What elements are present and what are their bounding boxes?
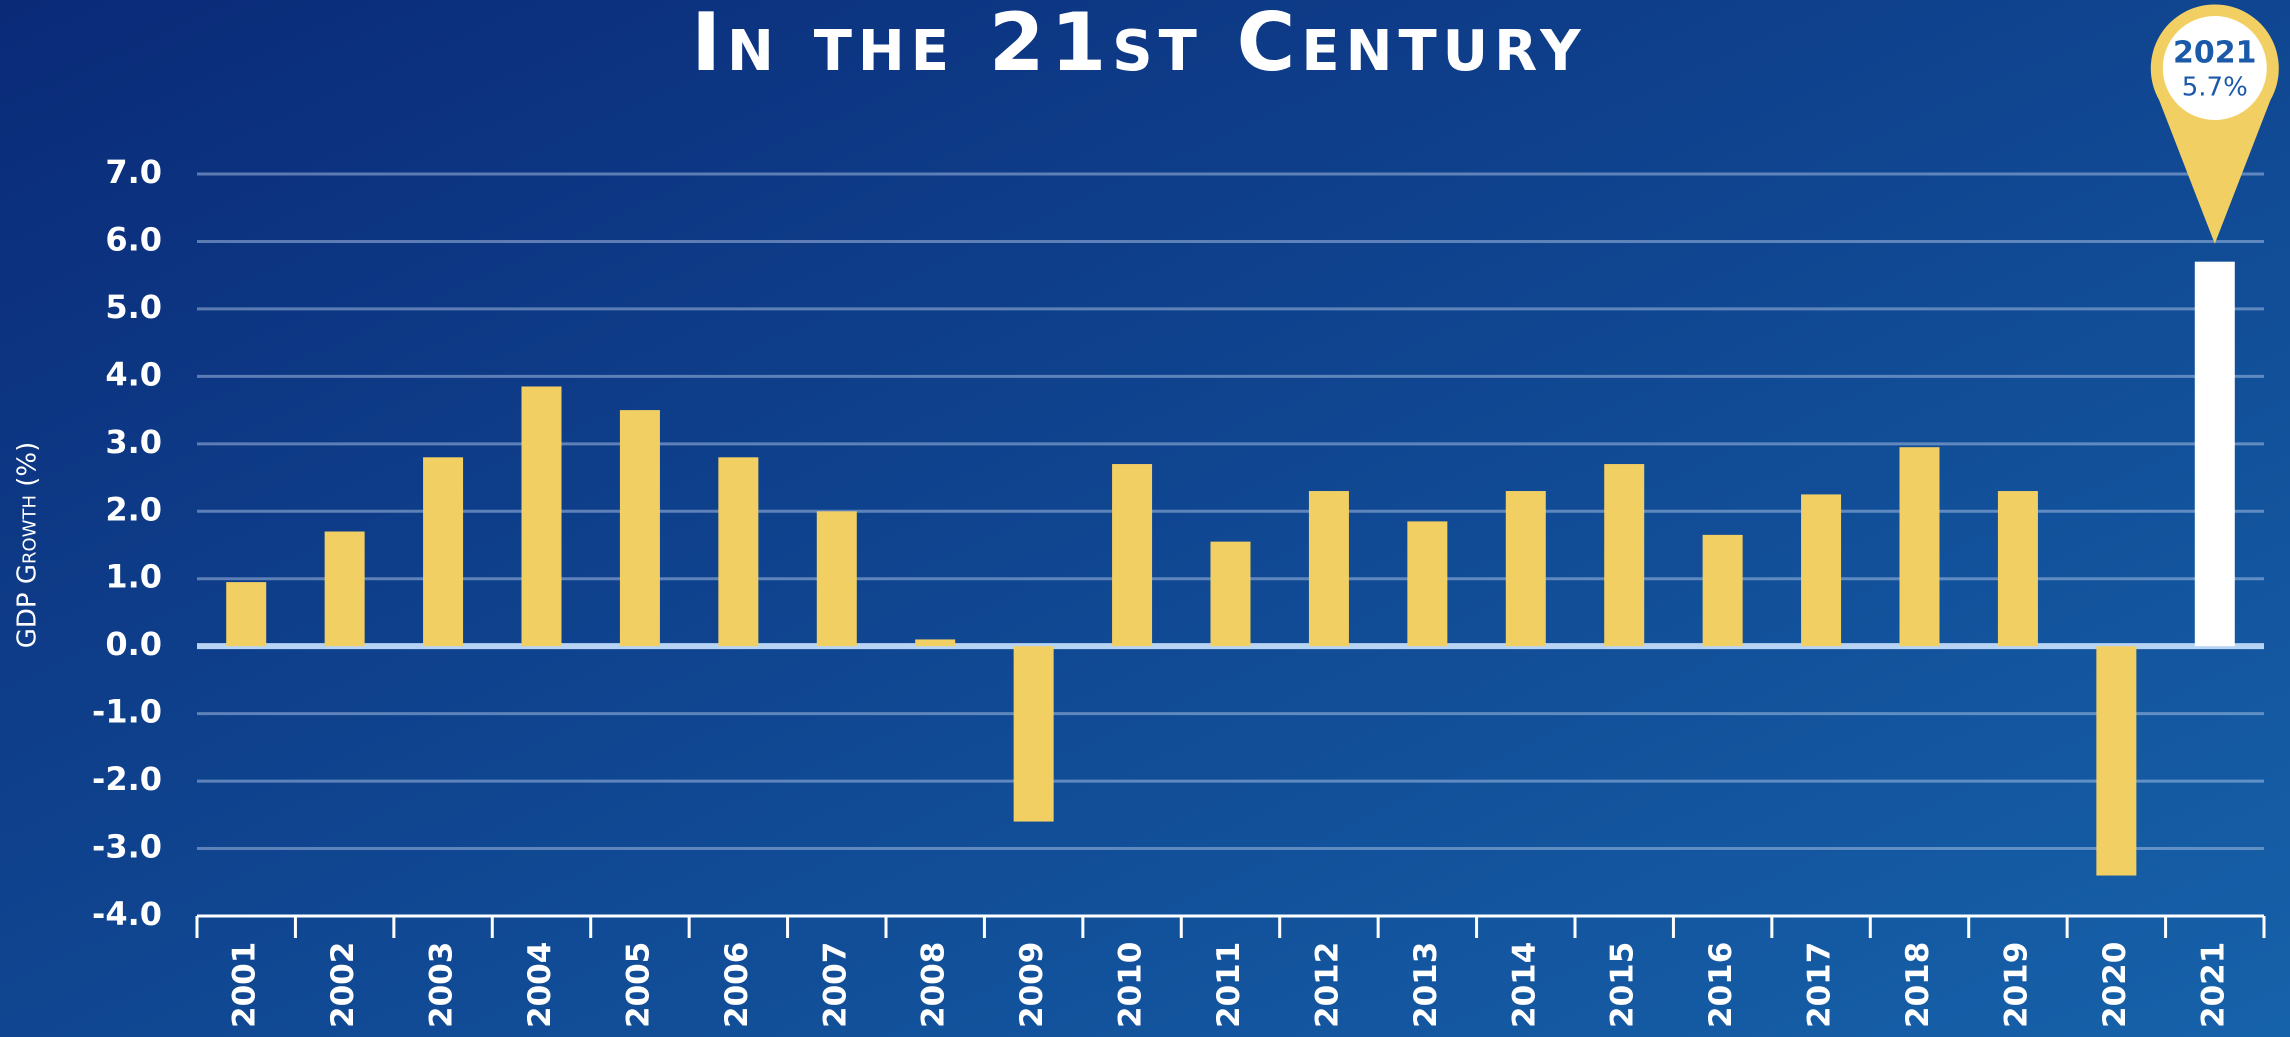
x-tick-label: 2014 [1506, 942, 1542, 1028]
bar [324, 531, 365, 647]
bar [1997, 491, 2038, 647]
pin-face [2162, 16, 2267, 120]
y-tick-label: -3.0 [92, 828, 162, 866]
bar [1210, 541, 1251, 647]
x-tick-label: 2013 [1408, 942, 1444, 1028]
bar [1801, 494, 1842, 647]
bar [423, 457, 464, 647]
bar [521, 386, 562, 647]
x-tick-label: 2011 [1211, 942, 1247, 1028]
x-tick-label: 2001 [227, 942, 263, 1028]
bar [1308, 491, 1349, 647]
bar [619, 410, 660, 647]
x-tick-label: 2008 [916, 942, 952, 1028]
x-tick-label: 2010 [1113, 942, 1149, 1028]
x-tick-label: 2004 [522, 942, 558, 1028]
bar [816, 511, 857, 647]
bar [1604, 464, 1645, 647]
x-tick-label: 2009 [1014, 942, 1050, 1028]
x-tick-label: 2012 [1309, 942, 1345, 1028]
y-tick-label: 1.0 [105, 558, 162, 596]
y-tick-label: -1.0 [92, 693, 162, 731]
chart-title: In the 21st Century [691, 0, 1586, 89]
y-tick-label: 6.0 [105, 220, 162, 258]
x-tick-label: 2017 [1802, 942, 1838, 1028]
x-tick-label: 2006 [719, 942, 755, 1028]
x-tick-label: 2016 [1703, 942, 1739, 1028]
x-tick-label: 2015 [1605, 942, 1641, 1028]
y-tick-label: 0.0 [105, 625, 162, 663]
y-tick-label: 7.0 [105, 153, 162, 191]
bar [1013, 646, 1054, 822]
bar [1702, 534, 1743, 647]
y-tick-label: 5.0 [105, 288, 162, 326]
data-label: 5.7% [2182, 73, 2248, 103]
bar [2194, 261, 2235, 647]
x-tick-label: 2020 [2097, 942, 2133, 1028]
y-tick-label: 4.0 [105, 355, 162, 393]
x-tick-label: 2019 [1998, 942, 2034, 1028]
bar [915, 639, 956, 647]
callout-year: 2021 [2173, 36, 2257, 71]
y-axis-label: GDP Growth (%) [13, 442, 43, 649]
bar [1505, 491, 1546, 647]
bar [718, 457, 759, 647]
x-tick-label: 2007 [817, 942, 853, 1028]
bar [1407, 521, 1448, 647]
x-tick-label: 2018 [1900, 942, 1936, 1028]
x-tick-label: 2003 [424, 942, 460, 1028]
y-tick-label: 2.0 [105, 490, 162, 528]
x-tick-label: 2005 [620, 942, 656, 1028]
y-tick-label: 3.0 [105, 423, 162, 461]
x-tick-label: 2021 [2195, 942, 2231, 1028]
bar [226, 582, 267, 647]
bar [1899, 447, 1940, 647]
y-tick-label: -4.0 [92, 895, 162, 933]
bar [2096, 646, 2137, 876]
bar [1112, 464, 1153, 647]
x-tick-label: 2002 [325, 942, 361, 1028]
y-tick-label: -2.0 [92, 760, 162, 798]
